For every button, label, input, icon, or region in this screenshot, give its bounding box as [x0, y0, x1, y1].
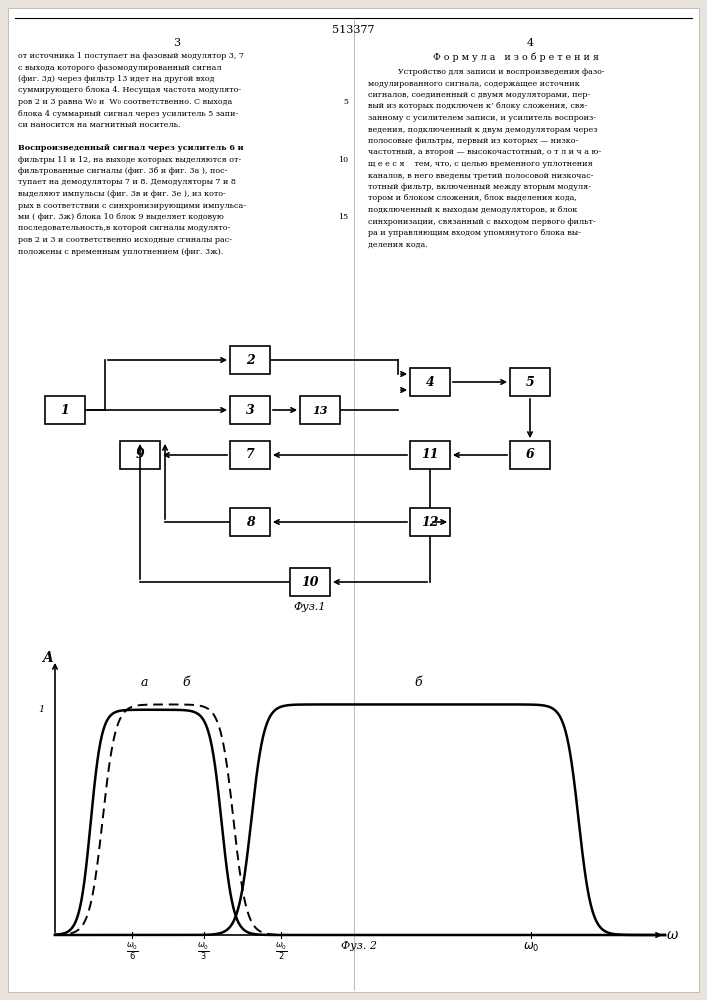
Text: 11: 11: [421, 448, 439, 462]
Bar: [45, 396, 85, 424]
Text: ведения, подключенный к двум демодуляторам через: ведения, подключенный к двум демодулятор…: [368, 125, 598, 133]
Text: Фуз.1: Фуз.1: [293, 602, 326, 612]
Text: от источника 1 поступает на фазовый модулятор 3, 7: от источника 1 поступает на фазовый моду…: [18, 52, 244, 60]
Text: ω: ω: [666, 928, 678, 942]
Text: фильтрованные сигналы (фиг. 3б и фиг. 3а ), пос-: фильтрованные сигналы (фиг. 3б и фиг. 3а…: [18, 167, 228, 175]
Text: ров 2 и 3 и соответственно исходные сгиналы рас-: ров 2 и 3 и соответственно исходные сгин…: [18, 236, 232, 244]
Text: 513377: 513377: [332, 25, 375, 35]
Text: Фуз. 2: Фуз. 2: [341, 941, 377, 951]
Text: Устройство для записи и воспроизведения фазо-: Устройство для записи и воспроизведения …: [399, 68, 605, 76]
Text: 5: 5: [344, 98, 349, 106]
Text: занному с усилителем записи, и усилитель воспроиз-: занному с усилителем записи, и усилитель…: [368, 114, 597, 122]
Text: 12: 12: [421, 516, 439, 528]
Text: 3: 3: [245, 403, 255, 416]
Text: тором и блоком сложения, блок выделения кода,: тором и блоком сложения, блок выделения …: [368, 194, 578, 202]
Text: суммирующего блока 4. Несущая частота модулято-: суммирующего блока 4. Несущая частота мо…: [18, 87, 241, 95]
Text: Ф о р м у л а   и з о б р е т е н и я: Ф о р м у л а и з о б р е т е н и я: [433, 52, 599, 62]
Text: частотный, а второй — высокочастотный, о т л и ч а ю-: частотный, а второй — высокочастотный, о…: [368, 148, 602, 156]
Text: синхронизации, связанный с выходом первого фильт-: синхронизации, связанный с выходом перво…: [368, 218, 596, 226]
Bar: [230, 508, 270, 536]
Text: 6: 6: [525, 448, 534, 462]
Text: 1: 1: [39, 705, 45, 714]
Bar: [510, 368, 550, 396]
Text: щ е е с я    тем, что, с целью временного уплотнения: щ е е с я тем, что, с целью временного у…: [368, 160, 593, 168]
Text: (фиг. 3д) через фильтр 13 идет на другой вход: (фиг. 3д) через фильтр 13 идет на другой…: [18, 75, 214, 83]
Text: вый из которых подключен к’ блоку сложения, свя-: вый из которых подключен к’ блоку сложен…: [368, 103, 588, 110]
Bar: [230, 396, 270, 424]
Text: A: A: [42, 651, 52, 665]
Text: положены с временным уплотнением (фиг. 3ж).: положены с временным уплотнением (фиг. 3…: [18, 247, 223, 255]
Text: 3: 3: [173, 38, 180, 48]
Text: 9: 9: [136, 448, 144, 462]
Text: 10: 10: [301, 576, 319, 588]
Bar: [300, 396, 340, 424]
Text: деления кода.: деления кода.: [368, 240, 428, 248]
Text: Воспроизведенный сигнал через усилитель 6 и: Воспроизведенный сигнал через усилитель …: [18, 144, 244, 152]
Text: 1: 1: [61, 403, 69, 416]
Bar: [230, 441, 270, 469]
Bar: [290, 568, 330, 596]
Text: выделяют импульсы (фиг. 3в и фиг. 3е ), из кото-: выделяют импульсы (фиг. 3в и фиг. 3е ), …: [18, 190, 226, 198]
Text: 15: 15: [339, 213, 349, 221]
Text: 8: 8: [245, 516, 255, 528]
Text: полосовые фильтры, первый из которых — низко-: полосовые фильтры, первый из которых — н…: [368, 137, 579, 145]
Text: подключенный к выходам демодуляторов, и блок: подключенный к выходам демодуляторов, и …: [368, 206, 578, 214]
Text: 5: 5: [525, 375, 534, 388]
Text: сигналов, соединенный с двумя модуляторами, пер-: сигналов, соединенный с двумя модулятора…: [368, 91, 591, 99]
Text: а: а: [141, 676, 148, 689]
Bar: [410, 441, 450, 469]
Text: тупает на демодуляторы 7 и 8. Демодуляторы 7 и 8: тупает на демодуляторы 7 и 8. Демодулято…: [18, 178, 236, 186]
Text: 10: 10: [339, 155, 349, 163]
Text: каналов, в него введены третий полосовой низкочас-: каналов, в него введены третий полосовой…: [368, 172, 594, 180]
Text: $\frac{\omega_0}{6}$: $\frac{\omega_0}{6}$: [126, 941, 139, 962]
Text: модулированного сигнала, содержащее источник: модулированного сигнала, содержащее исто…: [368, 80, 580, 88]
Text: тотный фильтр, включенный между вторым модуля-: тотный фильтр, включенный между вторым м…: [368, 183, 592, 191]
Text: 4: 4: [426, 375, 434, 388]
Text: б: б: [182, 676, 189, 689]
Text: последовательность,в которой сигналы модулято-: последовательность,в которой сигналы мод…: [18, 225, 230, 232]
Text: 4: 4: [527, 38, 534, 48]
Text: б: б: [414, 676, 422, 689]
Bar: [410, 508, 450, 536]
Bar: [230, 346, 270, 374]
Bar: [120, 441, 160, 469]
Text: 13: 13: [312, 404, 328, 416]
Text: 7: 7: [245, 448, 255, 462]
Text: фильтры 11 и 12, на выходе которых выделяются от-: фильтры 11 и 12, на выходе которых выдел…: [18, 155, 241, 163]
Text: 2: 2: [245, 354, 255, 366]
Text: $\frac{\omega_0}{3}$: $\frac{\omega_0}{3}$: [197, 941, 210, 962]
Text: ра и управляющим входом упомянутого блока вы-: ра и управляющим входом упомянутого блок…: [368, 229, 581, 237]
Text: блока 4 суммарный сигнал через усилитель 5 запи-: блока 4 суммарный сигнал через усилитель…: [18, 109, 238, 117]
Text: $\omega_0$: $\omega_0$: [522, 941, 539, 954]
Text: си наносится на магнитный носитель.: си наносится на магнитный носитель.: [18, 121, 180, 129]
Text: с выхода которого фазомодулированный сигнал: с выхода которого фазомодулированный сиг…: [18, 64, 221, 72]
Text: $\frac{\omega_0}{2}$: $\frac{\omega_0}{2}$: [275, 941, 288, 962]
Bar: [510, 441, 550, 469]
Text: рых в соответствии с синхронизирующими импульса-: рых в соответствии с синхронизирующими и…: [18, 202, 246, 210]
Text: ми ( фиг. 3ж) блока 10 блок 9 выделяет кодовую: ми ( фиг. 3ж) блока 10 блок 9 выделяет к…: [18, 213, 224, 221]
Text: ров 2 и 3 равна W₀ и  W₀ соответственно. С выхода: ров 2 и 3 равна W₀ и W₀ соответственно. …: [18, 98, 233, 106]
Bar: [410, 368, 450, 396]
